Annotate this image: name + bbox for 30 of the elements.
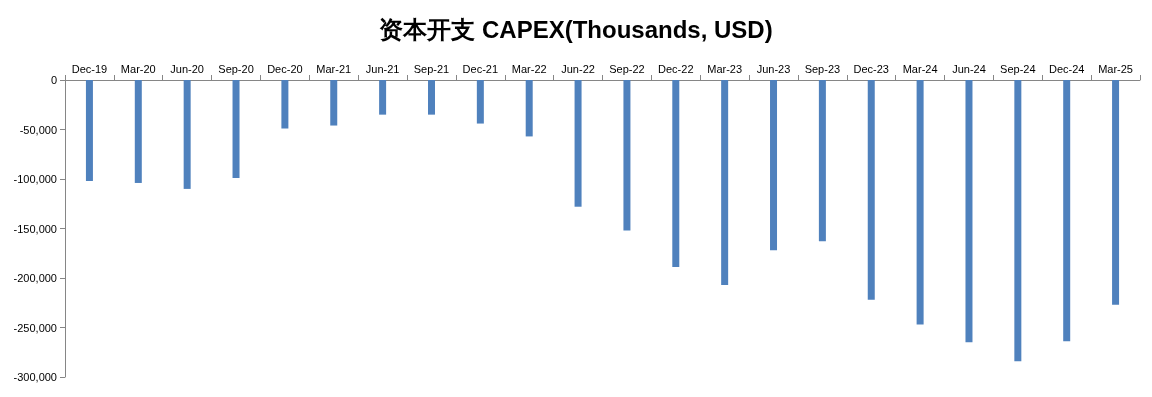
x-tick-label: Sep-24 [1000, 62, 1036, 75]
x-tick-label: Jun-23 [756, 62, 791, 75]
x-tick-label: Dec-24 [1048, 62, 1085, 75]
y-tick-label: -300,000 [13, 371, 57, 383]
y-tick-label: -250,000 [13, 321, 57, 334]
x-tick-label: Dec-19 [71, 62, 108, 75]
y-tick-label: -150,000 [13, 222, 57, 235]
chart-title: 资本开支 CAPEX(Thousands, USD) [379, 15, 773, 43]
x-tick-label: Sep-21 [413, 62, 450, 75]
x-tick-label: Mar-21 [316, 62, 352, 75]
x-tick-label: Mar-22 [511, 62, 547, 75]
x-tick-label: Jun-24 [952, 62, 986, 75]
x-tick-label: Sep-20 [218, 62, 254, 75]
x-tick-label: Jun-22 [561, 62, 595, 75]
x-tick-label: Dec-20 [267, 62, 303, 75]
x-tick-label: Sep-22 [609, 62, 645, 75]
x-tick-label: Sep-23 [804, 62, 841, 75]
x-tick-label: Dec-22 [658, 62, 694, 75]
x-tick-label: Jun-20 [170, 62, 204, 75]
y-tick-label: 0 [50, 74, 57, 86]
y-tick-label: -50,000 [19, 123, 57, 136]
x-tick-label: Mar-25 [1098, 62, 1133, 75]
y-tick-label: -100,000 [13, 173, 57, 185]
x-tick-label: Dec-23 [853, 62, 889, 75]
x-tick-label: Mar-24 [902, 62, 938, 75]
y-tick-label: -200,000 [13, 272, 57, 284]
x-tick-label: Mar-20 [120, 62, 156, 75]
x-tick-label: Jun-21 [365, 62, 400, 75]
x-tick-label: Mar-23 [707, 62, 743, 75]
x-tick-label: Dec-21 [462, 62, 499, 75]
